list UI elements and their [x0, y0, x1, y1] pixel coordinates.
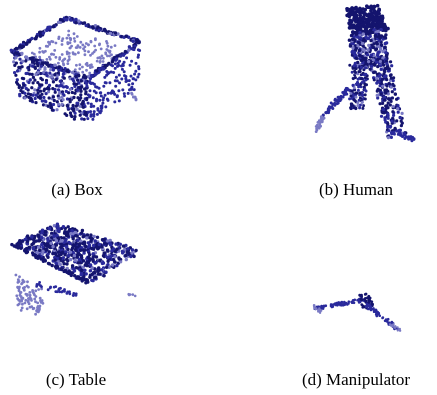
manipulator-point-cloud: [312, 292, 402, 332]
human-point-cloud: [314, 3, 416, 143]
caption-human: (b) Human: [318, 180, 394, 199]
caption-manipulator: (d) Manipulator: [301, 370, 411, 389]
table-point-cloud: [10, 222, 138, 316]
box-point-cloud: [9, 15, 142, 121]
caption-box: (a) Box: [51, 180, 103, 199]
caption-table: (c) Table: [45, 370, 107, 389]
